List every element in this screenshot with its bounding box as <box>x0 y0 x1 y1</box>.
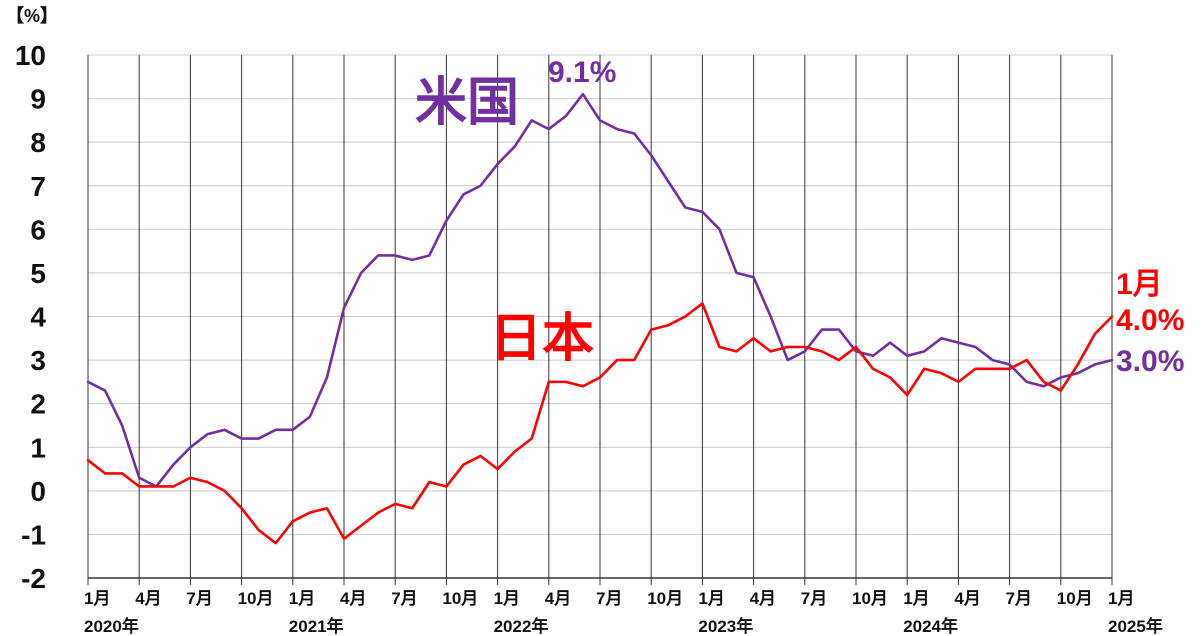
x-tick-label: 7月 <box>186 589 212 608</box>
y-tick-label: 8 <box>30 127 46 158</box>
year-label: 2025年 <box>1108 616 1163 636</box>
us-series-label: 米国 <box>415 74 519 132</box>
y-tick-label: 5 <box>30 258 46 289</box>
y-tick-label: -1 <box>21 519 46 550</box>
series-line-us <box>86 92 1114 488</box>
x-tick-label: 1月 <box>494 589 520 608</box>
y-tick-label: 0 <box>30 476 46 507</box>
series-line-jp <box>86 302 1114 545</box>
y-tick-label: 3 <box>30 345 46 376</box>
year-label: 2022年 <box>494 616 549 636</box>
y-tick-label: 10 <box>15 40 46 71</box>
jp-last-month-label: 1月 <box>1116 268 1163 301</box>
x-tick-label: 10月 <box>442 589 478 608</box>
year-label: 2020年 <box>84 616 139 636</box>
jp-series-label: 日本 <box>490 310 594 368</box>
x-tick-label: 1月 <box>698 589 724 608</box>
x-tick-label: 4月 <box>340 589 366 608</box>
x-tick-label: 7月 <box>596 589 622 608</box>
series-lines <box>86 92 1114 545</box>
year-label: 2021年 <box>289 616 344 636</box>
y-tick-label: 4 <box>30 302 46 333</box>
x-tick-label: 4月 <box>750 589 776 608</box>
y-tick-label: 7 <box>30 171 46 202</box>
x-tick-label: 10月 <box>1057 589 1093 608</box>
x-tick-label: 7月 <box>801 589 827 608</box>
x-tick-label: 10月 <box>238 589 274 608</box>
x-tick-label: 10月 <box>852 589 888 608</box>
x-tick-label: 4月 <box>954 589 980 608</box>
year-label: 2024年 <box>903 616 958 636</box>
y-axis-unit-label: 【%】 <box>6 6 58 26</box>
y-tick-label: 2 <box>30 389 46 420</box>
x-tick-label: 1月 <box>84 589 110 608</box>
y-tick-label: 9 <box>30 84 46 115</box>
us-peak-label: 9.1% <box>548 56 616 89</box>
x-axis-year-labels: 2020年 2021年 2022年 2023年 2024年 2025年 <box>84 616 1163 636</box>
x-axis-month-labels: 1月 4月 7月 10月 1月 4月 7月 10月 1月 4月 7月 10月 1月 4月 7月 10月 1月 4月… <box>84 589 1134 608</box>
vertical-gridlines <box>87 55 1113 585</box>
x-tick-label: 4月 <box>545 589 571 608</box>
year-label: 2023年 <box>698 616 753 636</box>
x-tick-label: 7月 <box>391 589 417 608</box>
y-axis-tick-labels: -2 -1 0 1 2 3 4 5 6 7 8 9 10 <box>15 40 47 594</box>
us-last-value-label: 3.0% <box>1116 345 1184 378</box>
x-tick-label: 1月 <box>903 589 929 608</box>
x-tick-label: 4月 <box>135 589 161 608</box>
x-tick-label: 7月 <box>1006 589 1032 608</box>
x-tick-label: 1月 <box>289 589 315 608</box>
y-tick-label: -2 <box>21 563 46 594</box>
y-tick-label: 1 <box>30 432 46 463</box>
x-tick-label: 10月 <box>647 589 683 608</box>
x-tick-label: 1月 <box>1108 589 1134 608</box>
jp-last-value-label: 4.0% <box>1116 304 1184 337</box>
y-tick-label: 6 <box>30 214 46 245</box>
